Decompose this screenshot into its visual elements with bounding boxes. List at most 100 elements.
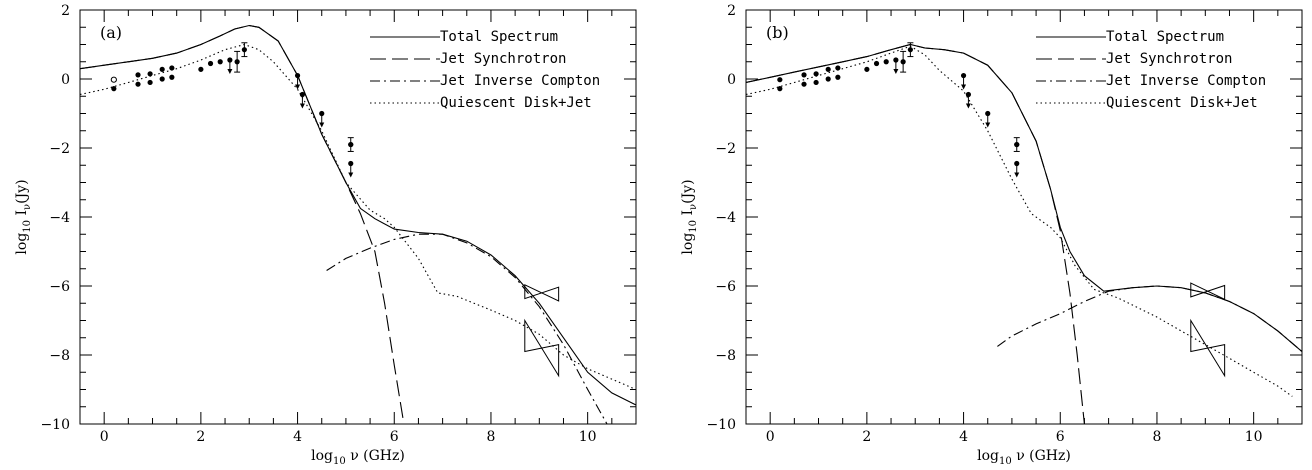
data-point bbox=[873, 60, 880, 67]
series-line-jet-synchrotron bbox=[80, 24, 405, 424]
data-point bbox=[159, 66, 165, 72]
y-tick-label: −10 bbox=[40, 417, 70, 433]
y-tick-label: −4 bbox=[715, 210, 736, 226]
bowtie-markers bbox=[1190, 282, 1226, 378]
data-point bbox=[801, 72, 807, 78]
legend-label: Total Spectrum bbox=[440, 29, 558, 45]
y-tick-label: −8 bbox=[715, 348, 736, 364]
legend: Total Spectrum Jet Synchrotron Jet Inverse… bbox=[1036, 29, 1266, 111]
data-point bbox=[825, 76, 831, 82]
upper-limit-arrowhead bbox=[348, 172, 354, 178]
data-point bbox=[900, 59, 906, 65]
bowtie bbox=[524, 318, 560, 378]
tick-marks bbox=[79, 9, 637, 425]
series-line-jet-inverse-compton bbox=[326, 233, 608, 424]
y-tick-label: −6 bbox=[49, 279, 70, 295]
x-tick-label: 8 bbox=[1152, 429, 1161, 445]
upper-limit-arrowhead bbox=[1014, 172, 1020, 178]
data-point bbox=[159, 76, 165, 82]
panel-label: (a) bbox=[100, 23, 122, 42]
data-point bbox=[111, 86, 117, 92]
data-point bbox=[813, 71, 819, 77]
tick-labels: 0 2 4 6 8 10 2 0 −2 −4 −6 −8 −10 bbox=[40, 3, 596, 445]
data-point bbox=[1014, 141, 1020, 148]
upper-limit-arrowhead bbox=[319, 122, 325, 128]
data-point bbox=[835, 65, 841, 71]
series-line-jet-synchrotron bbox=[746, 43, 1085, 424]
legend-label: Total Spectrum bbox=[1106, 29, 1224, 45]
legend-label: Quiescent Disk+Jet bbox=[440, 95, 592, 111]
data-point bbox=[217, 59, 223, 65]
x-tick-label: 2 bbox=[196, 429, 205, 445]
tick-labels: 0 2 4 6 8 10 2 0 −2 −4 −6 −8 −10 bbox=[706, 3, 1262, 445]
upper-limit-arrowhead bbox=[227, 69, 233, 75]
x-tick-label: 4 bbox=[959, 429, 968, 445]
y-tick-label: 0 bbox=[61, 72, 70, 88]
data-point bbox=[147, 71, 153, 77]
bowtie-markers bbox=[524, 283, 560, 378]
x-axis-label-rest: ν (GHz) bbox=[1012, 448, 1071, 464]
legend-label: Jet Synchrotron bbox=[440, 51, 566, 67]
data-point bbox=[241, 47, 247, 53]
upper-limit-arrowhead bbox=[985, 122, 991, 128]
legend-label: Quiescent Disk+Jet bbox=[1106, 95, 1258, 111]
y-axis-label-unit: (Jy) bbox=[680, 179, 696, 203]
x-axis-label: log10 ν (GHz) bbox=[311, 448, 405, 467]
y-tick-label: 2 bbox=[61, 3, 70, 19]
y-axis-label-sub: 10 bbox=[22, 220, 33, 233]
data-point bbox=[777, 77, 783, 83]
series-line-total-spectrum bbox=[746, 43, 1302, 353]
data-point bbox=[234, 59, 240, 65]
series-line-jet-inverse-compton bbox=[997, 285, 1302, 353]
x-axis-label: log10 ν (GHz) bbox=[977, 448, 1071, 467]
y-tick-label: −2 bbox=[715, 141, 736, 157]
upper-limit-arrowhead bbox=[961, 84, 967, 90]
series-line-quiescent-disk-jet bbox=[80, 43, 636, 391]
data-point bbox=[825, 66, 831, 72]
data-point bbox=[777, 86, 783, 92]
data-point bbox=[135, 81, 141, 87]
series-curves bbox=[746, 43, 1302, 424]
x-axis-label-log: log bbox=[311, 448, 333, 464]
upper-limit-arrowhead bbox=[893, 69, 899, 75]
legend-label: Jet Inverse Compton bbox=[1106, 73, 1266, 89]
data-point bbox=[883, 59, 889, 65]
y-tick-label: −8 bbox=[49, 348, 70, 364]
bowtie bbox=[524, 283, 560, 302]
x-axis-label-log: log bbox=[977, 448, 999, 464]
data-point bbox=[207, 60, 214, 67]
x-axis-label-sub: 10 bbox=[999, 456, 1012, 467]
data-points bbox=[110, 42, 354, 178]
y-axis-label-sub: 10 bbox=[688, 220, 699, 233]
y-axis-label: log10 Iν(Jy) bbox=[14, 179, 33, 254]
y-tick-label: −4 bbox=[49, 210, 70, 226]
y-axis-label-i: I bbox=[680, 210, 696, 220]
y-axis-label-i: I bbox=[14, 210, 30, 220]
x-tick-label: 10 bbox=[1245, 429, 1263, 445]
y-tick-label: −10 bbox=[706, 417, 736, 433]
y-axis-label-log: log bbox=[680, 233, 696, 255]
upper-limit-arrowhead bbox=[295, 84, 301, 90]
y-axis-label-log: log bbox=[14, 233, 30, 255]
y-tick-label: −6 bbox=[715, 279, 736, 295]
data-point bbox=[348, 141, 354, 148]
y-axis-label-nu: ν bbox=[688, 204, 699, 210]
y-tick-label: 2 bbox=[727, 3, 736, 19]
data-point bbox=[813, 79, 819, 86]
data-point bbox=[907, 47, 913, 53]
upper-limit-arrowhead bbox=[299, 103, 305, 109]
data-point bbox=[147, 79, 153, 86]
x-tick-label: 8 bbox=[486, 429, 495, 445]
data-point bbox=[198, 66, 204, 72]
legend: Total Spectrum Jet Synchrotron Jet Inverse… bbox=[370, 29, 600, 111]
upper-limit-arrowhead bbox=[965, 103, 971, 109]
x-tick-label: 0 bbox=[766, 429, 775, 445]
y-tick-label: 0 bbox=[727, 72, 736, 88]
x-tick-label: 6 bbox=[390, 429, 399, 445]
y-axis-label-nu: ν bbox=[22, 204, 33, 210]
open-data-point bbox=[110, 76, 117, 83]
x-axis-label-sub: 10 bbox=[333, 456, 346, 467]
